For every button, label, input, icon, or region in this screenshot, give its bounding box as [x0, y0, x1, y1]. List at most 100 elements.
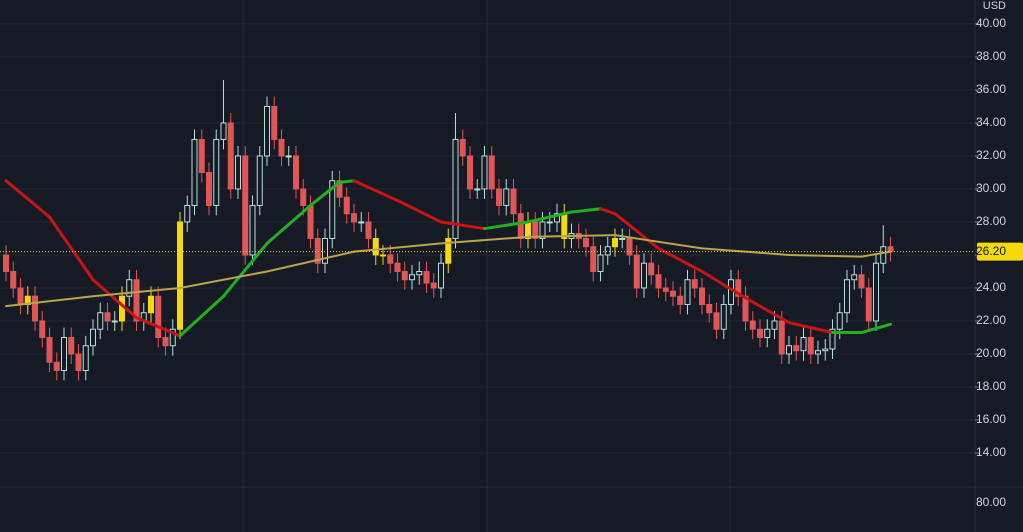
moving-average: [657, 246, 704, 273]
candle-body: [546, 221, 553, 224]
candle-body: [256, 155, 263, 206]
candle-body: [459, 138, 466, 157]
moving-average: [701, 247, 790, 256]
candle-body: [836, 312, 843, 330]
candle-body: [271, 105, 278, 140]
candle-body: [583, 237, 589, 248]
candle-body: [220, 122, 227, 140]
last-price-tag: [977, 242, 1023, 261]
candle-body: [641, 262, 647, 289]
moving-average: [266, 250, 355, 273]
moving-average: [338, 179, 356, 184]
candle-body: [496, 188, 502, 206]
moving-average: [526, 210, 573, 224]
y-tick-label: 30.00: [976, 181, 1006, 195]
candle-body: [873, 262, 879, 322]
y-tick-label: 40.00: [976, 16, 1006, 30]
candle-body: [155, 295, 162, 338]
candle-body: [597, 254, 604, 272]
candle-body: [365, 221, 372, 239]
candle-body: [68, 336, 75, 355]
candle-body: [17, 287, 24, 305]
moving-average: [614, 234, 703, 250]
candle-body: [670, 290, 676, 297]
candle-body: [314, 237, 321, 264]
candle-body: [416, 270, 423, 276]
y-tick-label: 14.00: [976, 445, 1006, 459]
candle-body: [97, 312, 104, 330]
moving-average: [48, 215, 95, 282]
candle-body: [749, 320, 756, 330]
y-tick-label: 34.00: [976, 115, 1006, 129]
candle-body: [198, 138, 205, 173]
candle-body: [829, 328, 836, 350]
candle-body: [481, 155, 488, 190]
moving-average: [483, 220, 530, 231]
currency-label: USD: [983, 0, 1006, 12]
moving-average: [5, 295, 94, 308]
candle-body: [604, 246, 611, 256]
candle-body: [793, 345, 800, 352]
moving-average: [788, 253, 863, 258]
candle-body: [517, 213, 524, 239]
candle-body: [39, 320, 46, 338]
candle-body: [706, 303, 713, 314]
candle-body: [322, 237, 328, 264]
candle-body: [104, 312, 111, 322]
candle-body: [474, 188, 481, 191]
y-tick-label: 36.00: [976, 82, 1006, 96]
moving-average: [744, 296, 791, 325]
candle-body: [119, 295, 125, 322]
candle-body: [757, 328, 763, 338]
moving-average: [135, 316, 182, 338]
candle-body: [162, 336, 169, 347]
candle-body: [242, 155, 249, 256]
moving-average: [92, 286, 181, 298]
candle-body: [53, 361, 60, 371]
candle-body: [532, 221, 539, 239]
candle-body: [778, 320, 785, 355]
candle-body: [438, 262, 444, 289]
candle-body: [177, 221, 183, 330]
candle-body: [619, 237, 626, 240]
moving-average: [396, 199, 443, 224]
y-tick-label: 32.00: [976, 148, 1006, 162]
candle-body: [61, 336, 67, 371]
candle-body: [612, 237, 618, 248]
candle-body: [800, 336, 807, 352]
candle-body: [307, 204, 314, 239]
candle-body: [235, 155, 241, 190]
candle-body: [285, 155, 292, 158]
candle-body: [133, 279, 140, 322]
candle-body: [822, 348, 829, 352]
candle-body: [111, 320, 118, 323]
moving-average: [570, 207, 602, 214]
candle-body: [46, 336, 53, 363]
candle-body: [372, 237, 379, 256]
candle-body: [358, 221, 365, 224]
moving-average: [178, 294, 225, 338]
moving-average: [4, 179, 51, 219]
candle-body: [786, 345, 792, 355]
candle-body: [771, 320, 778, 330]
candle-body: [75, 353, 82, 371]
candle-body: [351, 213, 357, 223]
candle-body: [82, 345, 89, 371]
candle-body: [343, 196, 350, 215]
candle-body: [329, 180, 336, 239]
candle-body: [213, 138, 220, 206]
y-tick-label: 20.00: [976, 346, 1006, 360]
candle-body: [662, 287, 669, 292]
candle-body: [677, 295, 684, 305]
candle-body: [10, 270, 17, 289]
candle-body: [720, 303, 727, 330]
candle-body: [880, 246, 887, 264]
moving-average: [860, 250, 892, 258]
candle-body: [249, 204, 256, 256]
moving-average: [222, 241, 269, 298]
candle-body: [510, 188, 517, 215]
candle-body: [807, 336, 814, 355]
candle-body: [191, 138, 198, 206]
candle-body: [764, 328, 771, 338]
